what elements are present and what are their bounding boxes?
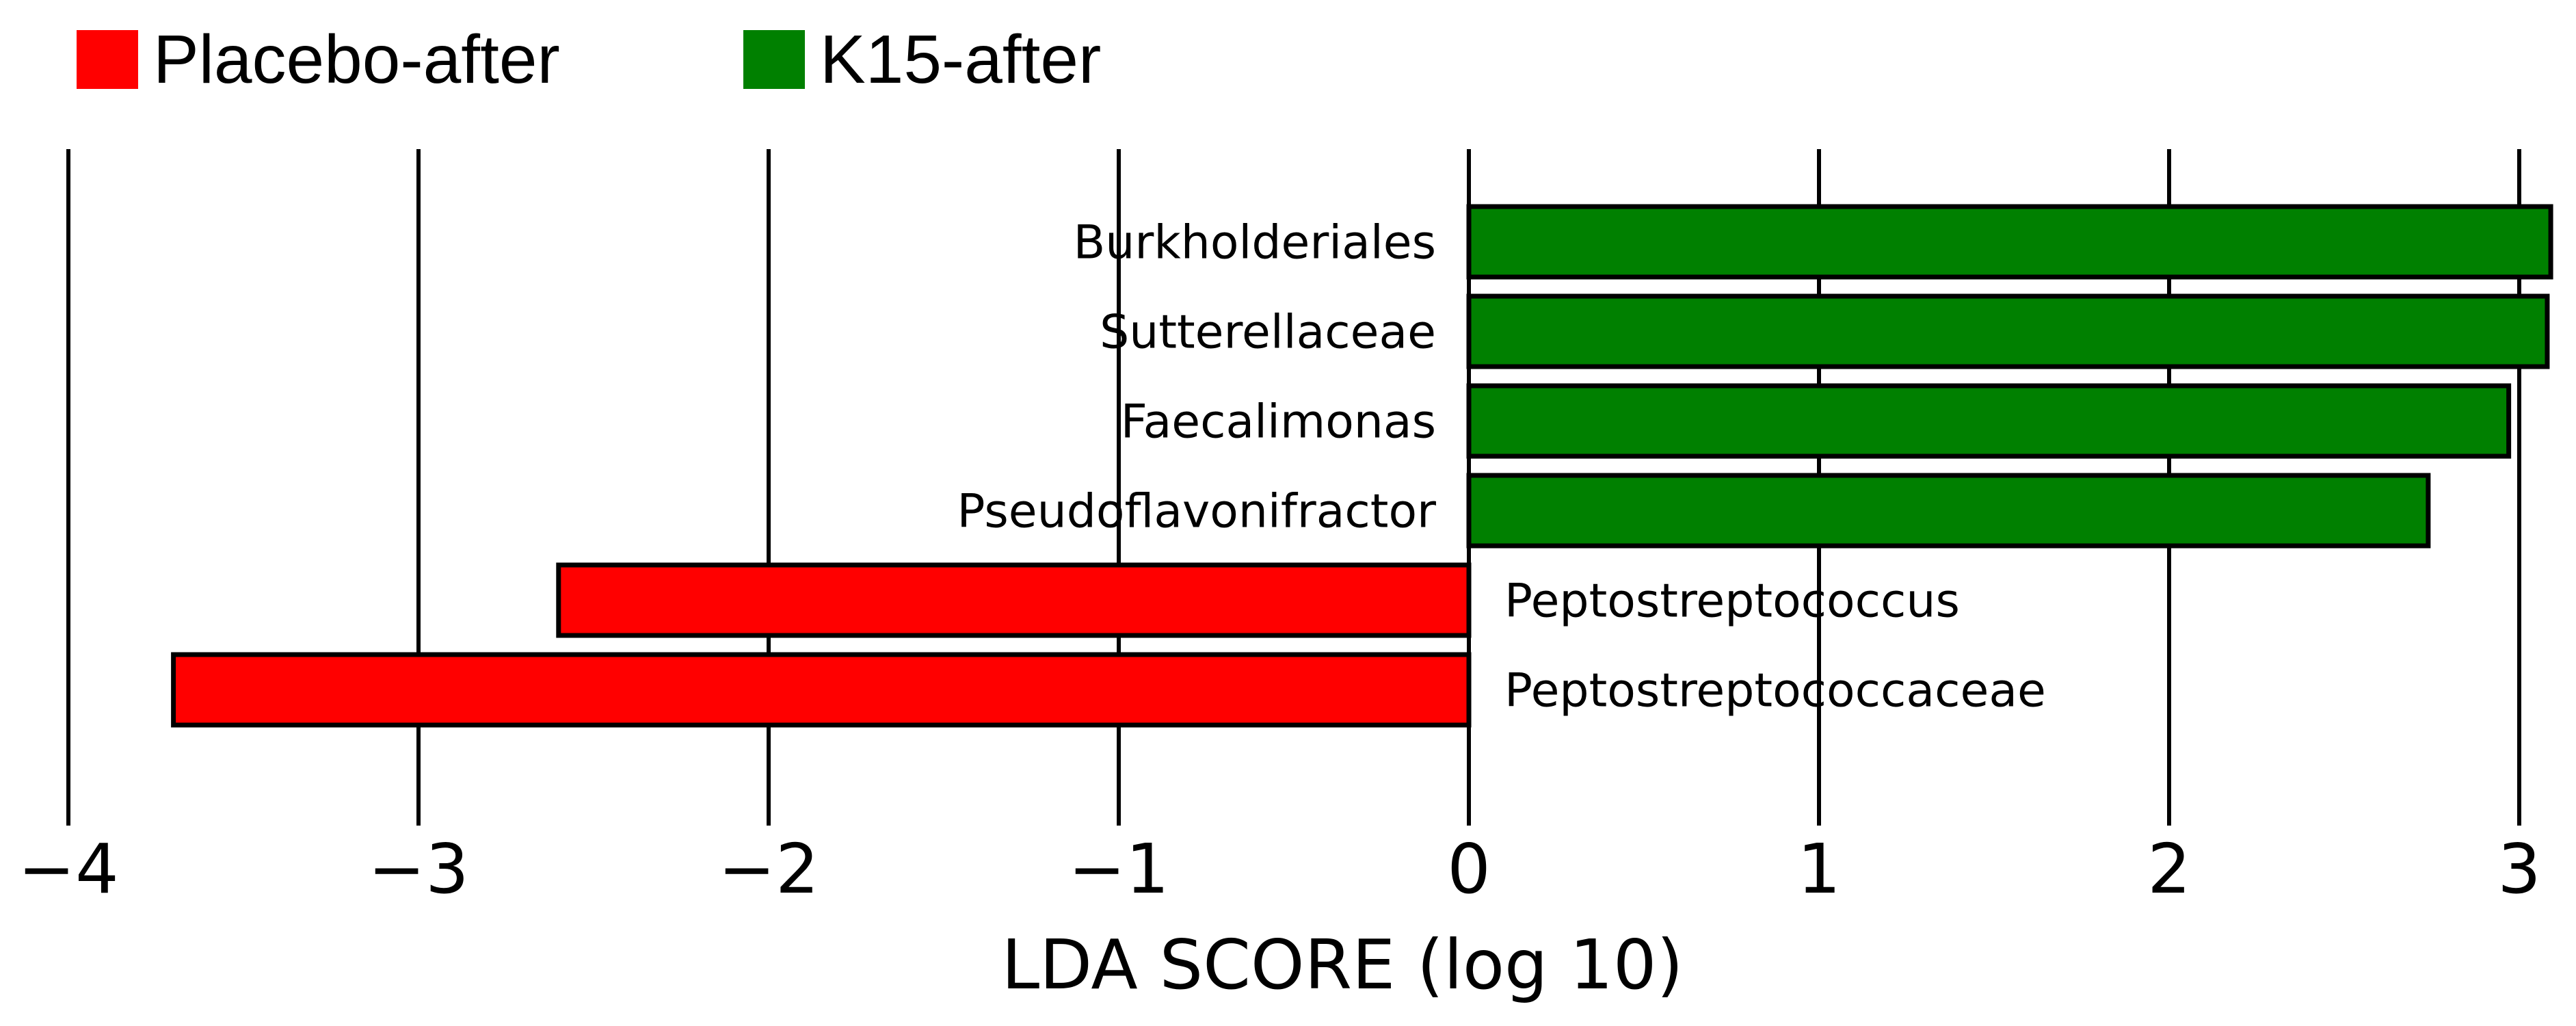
- legend-label: K15-after: [820, 21, 1101, 98]
- bar: [1466, 204, 2553, 280]
- tick-label: −1: [1068, 829, 1169, 909]
- legend: Placebo-after K15-after: [77, 21, 1101, 98]
- tick-label: −2: [718, 829, 819, 909]
- tick-label: 0: [1447, 829, 1491, 909]
- bar: [1466, 473, 2431, 549]
- bar-label: Faecalimonas: [1121, 395, 1436, 449]
- bars: [171, 204, 2553, 728]
- tick-label: −3: [368, 829, 468, 909]
- x-axis-title: LDA SCORE (log 10): [1001, 925, 1683, 1005]
- legend-swatch: [77, 30, 138, 89]
- bar: [1466, 293, 2550, 369]
- bar-label: Burkholderiales: [1074, 216, 1436, 270]
- bar-labels: Burkholderiales Sutterellaceae Faecalimona…: [957, 216, 2046, 718]
- tick-label: −4: [18, 829, 118, 909]
- bar-label: Peptostreptococcus: [1504, 575, 1960, 629]
- bar: [1466, 383, 2512, 459]
- bar: [556, 562, 1472, 638]
- legend-label: Placebo-after: [153, 21, 560, 98]
- legend-swatch: [743, 30, 805, 89]
- tick-label: 2: [2147, 829, 2191, 909]
- bar: [171, 652, 1472, 728]
- x-axis-ticks: −4 −3 −2 −1 0 1 2 3: [18, 811, 2541, 909]
- bar-label: Pseudoflavonifractor: [957, 485, 1436, 539]
- tick-label: 1: [1797, 829, 1841, 909]
- bar-label: Sutterellaceae: [1100, 306, 1436, 360]
- tick-label: 3: [2497, 829, 2541, 909]
- bar-label: Peptostreptococcaceae: [1504, 664, 2046, 718]
